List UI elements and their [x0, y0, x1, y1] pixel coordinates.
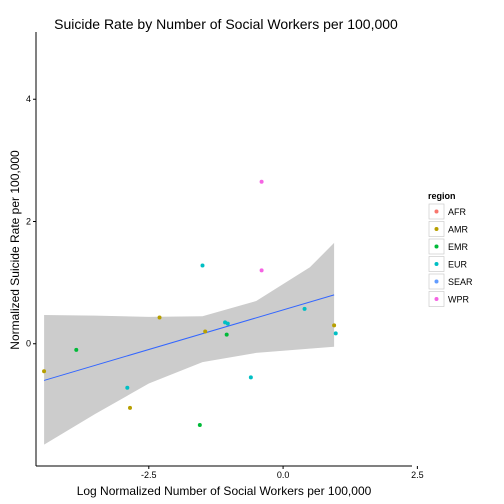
data-point-wpr [259, 268, 264, 273]
legend-label: AMR [448, 225, 469, 235]
chart-title: Suicide Rate by Number of Social Workers… [54, 16, 398, 32]
legend-title: region [428, 191, 456, 201]
x-tick-label: 2.5 [411, 470, 424, 480]
legend-label: EUR [448, 260, 468, 270]
y-tick-label: 2 [26, 216, 31, 226]
data-point-eur [333, 331, 338, 336]
axes: -2.5 0.0 2.5 0 2 4 [26, 94, 424, 480]
data-point-amr [128, 405, 132, 410]
legend-symbol-wpr [434, 297, 439, 301]
legend-label: SEAR [448, 277, 473, 287]
legend-label: WPR [448, 295, 469, 305]
data-point-amr [332, 323, 337, 328]
data-point-eur [248, 375, 253, 380]
data-point-eur [125, 385, 130, 390]
data-point-amr [203, 329, 208, 334]
data-point-emr [197, 423, 202, 428]
legend-symbol-emr [434, 244, 439, 249]
y-axis-label: Normalized Suicide Rate per 100,000 [8, 150, 22, 350]
data-point-eur [302, 306, 307, 311]
legend-symbol-amr [434, 227, 439, 231]
plot-area [42, 179, 338, 445]
legend-symbol-eur [434, 262, 439, 266]
data-point-amr [42, 369, 47, 374]
data-point-emr [224, 332, 229, 337]
confidence-band [44, 242, 335, 445]
y-tick-label: 0 [26, 339, 31, 349]
data-point-eur [225, 321, 230, 326]
legend-label: AFR [448, 207, 467, 217]
legend-symbol-afr [434, 209, 439, 214]
data-point-amr [157, 315, 162, 320]
regression-line [43, 294, 335, 381]
x-tick-label: -2.5 [141, 470, 157, 480]
x-axis-label: Log Normalized Number of Social Workers … [77, 484, 372, 498]
data-point-wpr [259, 179, 264, 184]
legend-label: EMR [448, 242, 469, 252]
x-tick-label: 0.0 [277, 470, 290, 480]
legend-symbol-sear [434, 279, 439, 284]
legend: region AFR AMR EMR EUR SEAR WPR [428, 191, 473, 307]
y-tick-label: 4 [26, 94, 31, 104]
data-point-eur [200, 263, 205, 268]
data-point-emr [74, 347, 79, 352]
